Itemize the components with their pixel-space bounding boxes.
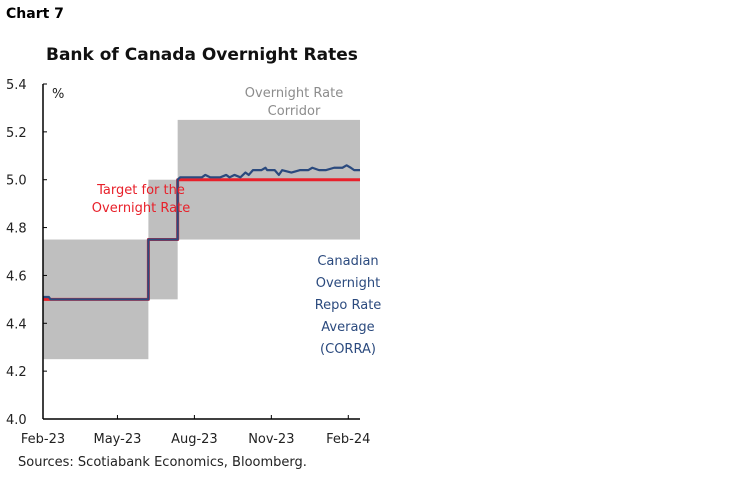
corra-annotation: Canadian — [317, 254, 378, 269]
x-tick-label: May-23 — [93, 432, 141, 447]
corra-annotation: Average — [321, 320, 374, 335]
corridor-annotation: Corridor — [268, 104, 321, 119]
y-axis-unit: % — [52, 87, 64, 102]
y-tick-label: 4.6 — [6, 269, 27, 284]
corra-line — [43, 164, 360, 301]
y-tick-label: 5.2 — [6, 126, 27, 141]
chart-title: Bank of Canada Overnight Rates — [46, 45, 358, 65]
corra-annotation: Overnight — [316, 276, 380, 291]
y-tick-label: 5.4 — [6, 78, 27, 93]
y-tick-label: 4.2 — [6, 365, 27, 380]
y-tick-label: 4.8 — [6, 222, 27, 237]
x-tick-label: Aug-23 — [171, 432, 218, 447]
x-tick-label: Nov-23 — [248, 432, 294, 447]
corra-annotation: Repo Rate — [315, 298, 382, 313]
corridor-annotation: Overnight Rate — [245, 86, 343, 101]
source-note: Sources: Scotiabank Economics, Bloomberg… — [18, 455, 307, 470]
x-tick-label: Feb-24 — [326, 432, 370, 447]
y-tick-label: 4.0 — [6, 413, 27, 428]
x-tick-label: Feb-23 — [21, 432, 65, 447]
corra-annotation: (CORRA) — [320, 342, 376, 357]
chart-number-label: Chart 7 — [6, 6, 64, 22]
target-annotation: Overnight Rate — [92, 201, 190, 216]
target-annotation: Target for the — [96, 183, 185, 198]
y-tick-label: 4.4 — [6, 317, 27, 332]
y-tick-label: 5.0 — [6, 174, 27, 189]
